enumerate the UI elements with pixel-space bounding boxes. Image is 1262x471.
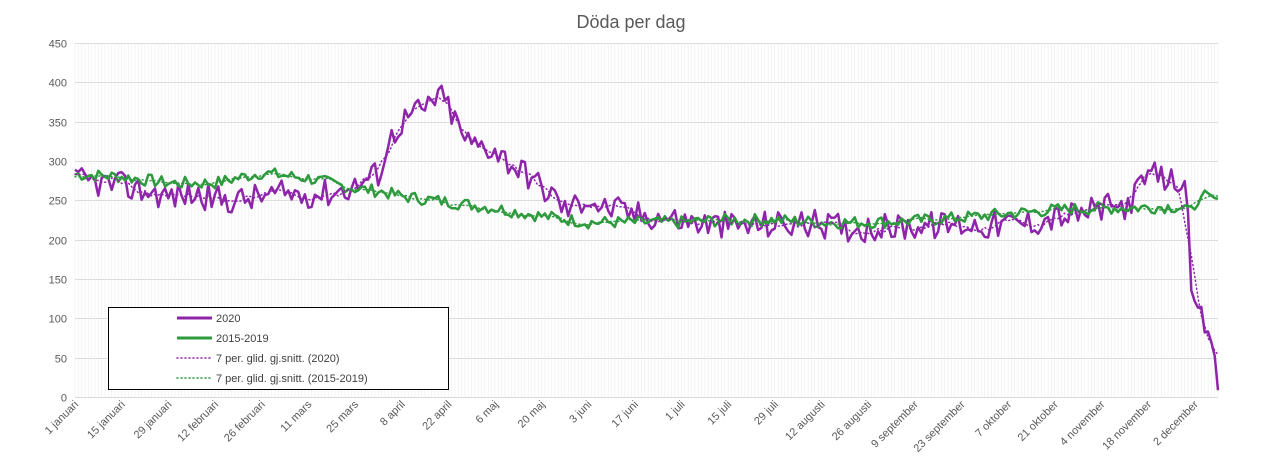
y-tick-label: 450 <box>49 39 67 51</box>
y-tick-label: 250 <box>49 196 67 208</box>
legend-item-2015-2019-label: 2015-2019 <box>216 333 269 345</box>
series-layer <box>74 84 1220 391</box>
y-tick-label: 100 <box>49 314 67 326</box>
series-moving-average-2015-2019 <box>74 172 1219 226</box>
y-tick-label: 50 <box>55 354 67 366</box>
chart-title: Döda per dag <box>576 12 685 32</box>
legend-item-ma-2020-label: 7 per. glid. gj.snitt. (2020) <box>216 353 340 365</box>
y-tick-label: 350 <box>49 118 67 130</box>
y-tick-label: 200 <box>49 236 67 248</box>
legend-box <box>108 307 449 390</box>
y-tick-label: 0 <box>61 393 67 405</box>
legend-item-ma-2015-2019-label: 7 per. glid. gj.snitt. (2015-2019) <box>216 373 368 385</box>
y-axis-tick-labels: 0 50 100 150 200 250 300 350 400 450 <box>49 39 67 405</box>
y-tick-label: 300 <box>49 157 67 169</box>
legend: 2020 2015-2019 7 per. glid. gj.snitt. (202… <box>108 307 449 390</box>
series-line-2020 <box>74 84 1220 391</box>
series-moving-average-2020 <box>74 95 1219 356</box>
legend-item-2020-label: 2020 <box>216 313 240 325</box>
y-tick-label: 150 <box>49 275 67 287</box>
y-tick-label: 400 <box>49 78 67 90</box>
